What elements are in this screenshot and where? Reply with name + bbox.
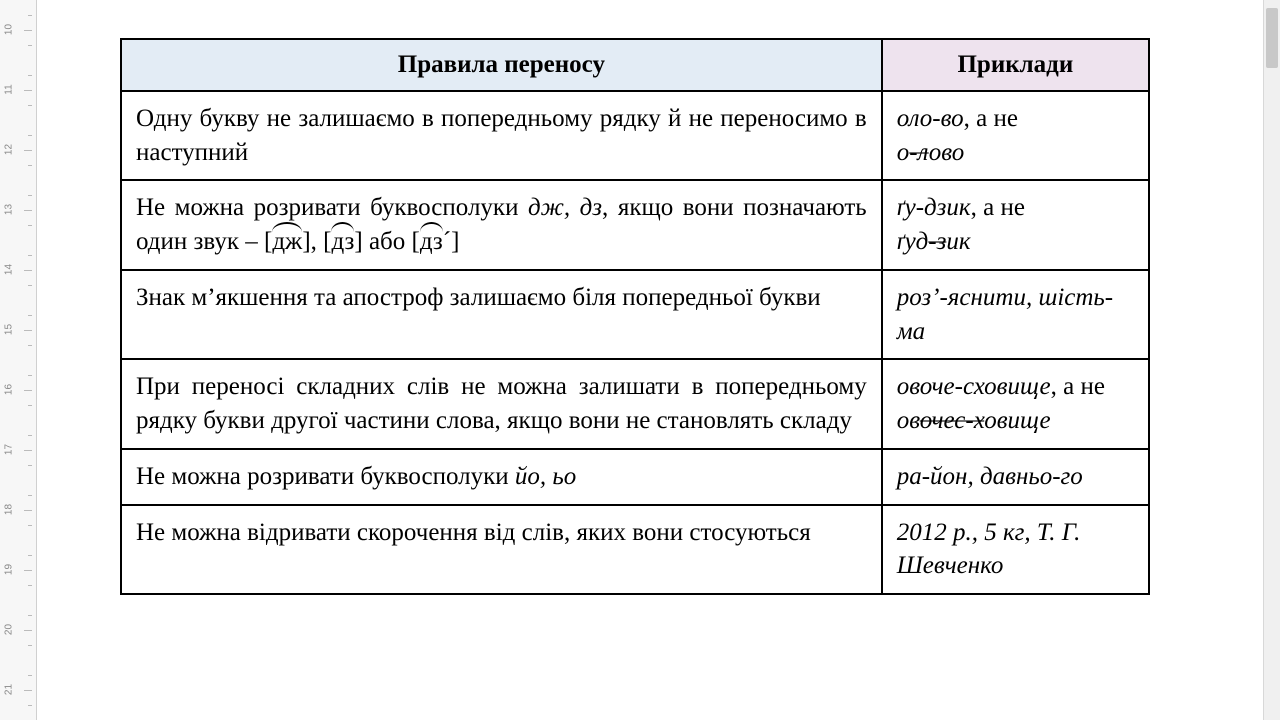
table-row: Не можна розривати буквосполуки дж, дз, … [121,180,1149,270]
table-row: При переносі складних слів не можна зали… [121,359,1149,449]
document-content: Правила переносу Приклади Одну букву не … [120,38,1150,595]
table-header-row: Правила переносу Приклади [121,39,1149,91]
vertical-ruler: 10 11 12 13 14 15 16 17 18 19 20 21 [0,0,37,720]
table-row: Знак м’якшення та апостроф залишаємо біл… [121,270,1149,360]
table-row: Не можна відривати скорочення від слів, … [121,505,1149,595]
ruler-number: 14 [4,263,15,277]
rules-table: Правила переносу Приклади Одну букву не … [120,38,1150,595]
example-cell: роз’-яснити, шість-ма [882,270,1149,360]
ruler-number: 12 [4,143,15,157]
vertical-scrollbar[interactable] [1263,0,1280,720]
header-rules: Правила переносу [121,39,882,91]
ruler-number: 15 [4,323,15,337]
ruler-number: 13 [4,203,15,217]
example-cell: ґу-дзик, а не ґуд-зик [882,180,1149,270]
rule-cell: При переносі складних слів не можна зали… [121,359,882,449]
rule-cell: Одну букву не залишаємо в попередньому р… [121,91,882,181]
ruler-number: 16 [4,383,15,397]
rule-cell: Не можна розривати буквосполуки дж, дз, … [121,180,882,270]
rule-cell: Знак м’якшення та апостроф залишаємо біл… [121,270,882,360]
example-cell: оло-во, а не о-лово [882,91,1149,181]
ruler-number: 18 [4,503,15,517]
ruler-number: 19 [4,563,15,577]
rule-cell: Не можна розривати буквосполуки йо, ьо [121,449,882,505]
ruler-number: 17 [4,443,15,457]
example-cell: ра-йон, давньо-го [882,449,1149,505]
header-examples: Приклади [882,39,1149,91]
rule-cell: Не можна відривати скорочення від слів, … [121,505,882,595]
page: 10 11 12 13 14 15 16 17 18 19 20 21 Правила перенос… [0,0,1280,720]
ruler-number: 11 [4,83,15,97]
example-cell: 2012 р., 5 кг, Т. Г. Шевченко [882,505,1149,595]
example-cell: овоче-сховище, а не овочес-ховище [882,359,1149,449]
ruler-number: 21 [4,683,15,697]
table-row: Одну букву не залишаємо в попередньому р… [121,91,1149,181]
scroll-thumb[interactable] [1266,8,1278,68]
ruler-number: 10 [4,23,15,37]
table-row: Не можна розривати буквосполуки йо, ьора… [121,449,1149,505]
ruler-number: 20 [4,623,15,637]
